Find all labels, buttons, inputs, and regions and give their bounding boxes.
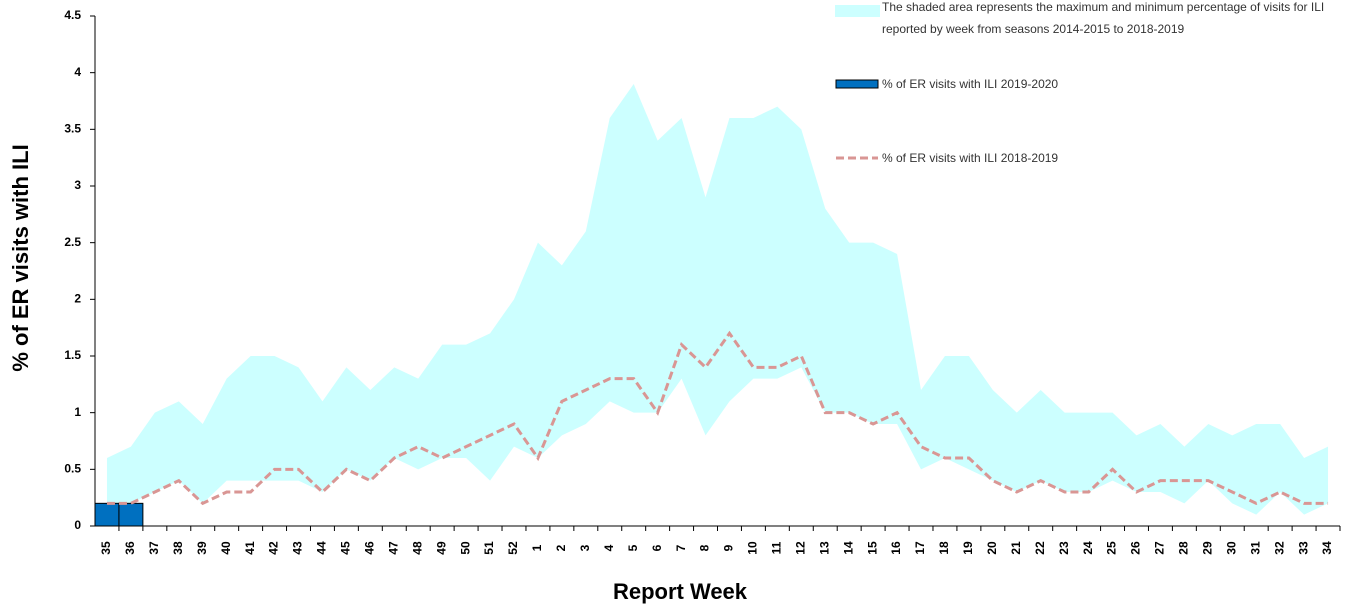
x-tick-label: 22 — [1033, 541, 1047, 555]
x-tick-label: 15 — [865, 541, 879, 555]
x-tick-label: 10 — [746, 541, 760, 555]
y-tick-label: 4 — [74, 65, 81, 79]
x-tick-label: 36 — [123, 541, 137, 555]
x-tick-label: 50 — [458, 541, 472, 555]
x-tick-label: 44 — [315, 541, 329, 555]
x-tick-label: 47 — [386, 541, 400, 555]
x-tick-label: 17 — [913, 541, 927, 555]
x-tick-label: 4 — [602, 544, 616, 551]
legend-label: The shaded area represents the maximum a… — [882, 0, 1325, 36]
x-tick-label: 25 — [1105, 541, 1119, 555]
x-tick-label: 14 — [841, 541, 855, 555]
x-tick-label: 39 — [195, 541, 209, 555]
x-tick-label: 5 — [626, 544, 640, 551]
x-tick-label: 37 — [147, 541, 161, 555]
x-tick-label: 21 — [1009, 541, 1023, 555]
x-tick-label: 33 — [1296, 541, 1310, 555]
x-tick-label: 41 — [243, 541, 257, 555]
x-tick-label: 27 — [1153, 541, 1167, 555]
x-tick-label: 16 — [889, 541, 903, 555]
x-tick-label: 12 — [793, 541, 807, 555]
x-tick-label: 40 — [219, 541, 233, 555]
x-tick-label: 52 — [506, 541, 520, 555]
x-tick-label: 7 — [674, 544, 688, 551]
y-tick-label: 0.5 — [64, 462, 81, 476]
y-tick-label: 0 — [74, 518, 81, 532]
y-tick-label: 3 — [74, 178, 81, 192]
x-tick-label: 32 — [1272, 541, 1286, 555]
x-tick-label: 20 — [985, 541, 999, 555]
line — [106, 330, 1329, 506]
x-tick-label: 42 — [267, 541, 281, 555]
x-tick-label: 38 — [171, 541, 185, 555]
x-tick-label: 48 — [410, 541, 424, 555]
x-tick-label: 43 — [291, 541, 305, 555]
x-tick-label: 13 — [817, 541, 831, 555]
y-tick-label: 3.5 — [64, 122, 81, 136]
x-tick-label: 35 — [99, 541, 113, 555]
legend-item: % of ER visits with ILI 2018-2019 — [882, 151, 1059, 165]
x-tick-label: 23 — [1057, 541, 1071, 555]
legend-item: % of ER visits with ILI 2019-2020 — [882, 77, 1059, 91]
x-tick-label: 6 — [650, 544, 664, 551]
y-tick-label: 2.5 — [64, 235, 81, 249]
x-tick-label: 1 — [530, 544, 544, 551]
axes: 00.511.522.533.544.535 36 37 38 39 40 41 42 43 44… — [64, 0, 1341, 555]
x-tick-label: 34 — [1320, 541, 1334, 555]
x-tick-label: 29 — [1200, 541, 1214, 555]
legend-label: % of ER visits with ILI 2018-2019 — [882, 151, 1059, 165]
x-tick-label: 46 — [363, 541, 377, 555]
legend-swatch — [835, 5, 880, 17]
x-tick-label: 8 — [698, 544, 712, 551]
x-tick-label: 2 — [554, 544, 568, 551]
y-tick-label: 2 — [74, 292, 81, 306]
x-tick-label: 28 — [1177, 541, 1191, 555]
x-tick-label: 18 — [937, 541, 951, 555]
legend-swatch — [835, 79, 879, 89]
plot — [94, 84, 1329, 527]
x-tick-label: 49 — [434, 541, 448, 555]
x-tick-label: 3 — [578, 544, 592, 551]
x-tick-label: 45 — [339, 541, 353, 555]
legend-item: The shaded area represents the maximum a… — [882, 0, 1325, 36]
y-tick-label: 4.5 — [64, 8, 81, 22]
range-area — [106, 84, 1329, 515]
y-axis-label: % of ER visits with ILI — [8, 144, 33, 371]
x-tick-label: 26 — [1129, 541, 1143, 555]
bar — [94, 502, 120, 527]
x-tick-label: 30 — [1224, 541, 1238, 555]
x-axis-label: Report Week — [613, 579, 748, 604]
x-tick-label: 9 — [722, 544, 736, 551]
x-tick-label: 19 — [961, 541, 975, 555]
bar — [118, 502, 144, 527]
x-tick-label: 24 — [1081, 541, 1095, 555]
legend-label: % of ER visits with ILI 2019-2020 — [882, 77, 1059, 91]
x-tick-label: 11 — [770, 541, 784, 554]
y-tick-label: 1.5 — [64, 348, 81, 362]
x-tick-label: 51 — [482, 541, 496, 555]
x-tick-label: 31 — [1248, 541, 1262, 555]
y-tick-label: 1 — [74, 405, 81, 419]
